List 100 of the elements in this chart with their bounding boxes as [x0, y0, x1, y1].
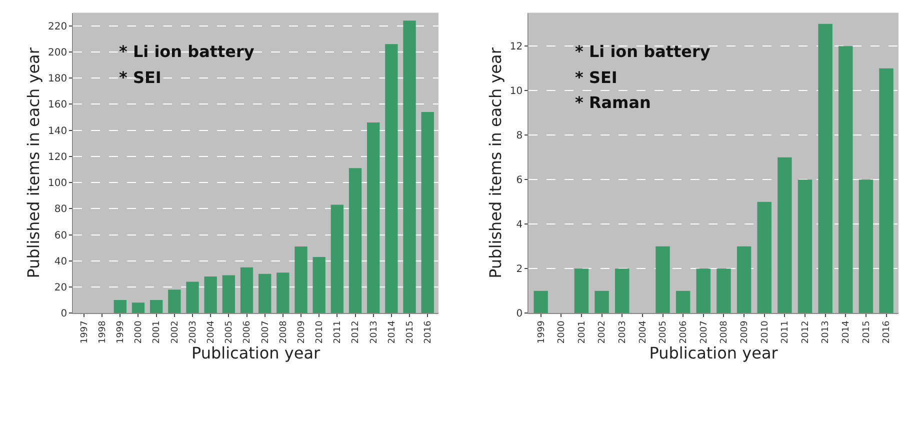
x-tick-label: 2016 — [882, 320, 892, 344]
y-tick-label: 40 — [54, 256, 68, 268]
x-axis-title: Publication year — [192, 344, 321, 363]
bar — [204, 276, 217, 314]
x-tick-label: 2001 — [152, 320, 162, 344]
bar — [798, 180, 812, 314]
bar — [348, 168, 362, 314]
bar — [294, 246, 308, 314]
bar — [367, 122, 380, 314]
bar — [757, 202, 772, 314]
x-tick-label: 2005 — [658, 320, 669, 344]
x-tick-label: 2003 — [188, 320, 198, 344]
y-tick-label: 20 — [54, 282, 68, 294]
y-tick-label: 100 — [48, 178, 68, 190]
bar — [150, 300, 163, 314]
bar — [240, 267, 254, 314]
bar — [132, 302, 145, 314]
bar — [858, 180, 874, 314]
bar — [594, 290, 609, 314]
bar — [615, 268, 630, 314]
y-tick-label: 140 — [48, 126, 68, 137]
x-tick-label: 2000 — [134, 320, 144, 344]
bar — [421, 112, 434, 314]
bar — [222, 275, 235, 314]
y-tick-label: 120 — [48, 152, 68, 163]
bar — [534, 290, 548, 314]
y-tick-label: 60 — [54, 230, 68, 242]
x-tick-label: 2015 — [862, 320, 872, 344]
x-tick-label: 2006 — [242, 320, 253, 344]
bar — [114, 300, 126, 314]
y-axis-title: Published items in each year — [24, 47, 43, 278]
x-tick-label: 2007 — [260, 320, 271, 344]
y-tick-label: 2 — [516, 264, 523, 276]
annotation: * SEI — [119, 68, 162, 87]
x-tick-label: 2004 — [206, 320, 217, 344]
x-axis-title: Publication year — [649, 344, 778, 363]
x-tick-label: 2014 — [842, 320, 852, 344]
x-tick-label: 2012 — [800, 320, 811, 344]
y-tick-label: 10 — [510, 86, 523, 98]
bar — [574, 268, 589, 314]
x-tick-label: 2002 — [598, 320, 608, 344]
x-tick-label: 2003 — [618, 320, 628, 344]
annotation: * Li ion battery — [575, 42, 711, 61]
y-tick-label: 220 — [48, 21, 68, 32]
bar — [186, 282, 199, 314]
x-tick-label: 2002 — [170, 320, 180, 344]
bar — [656, 246, 670, 314]
y-tick-label: 8 — [516, 130, 523, 142]
bar — [258, 274, 272, 314]
x-tick-label: 2014 — [387, 320, 398, 344]
bar — [838, 46, 853, 314]
bar — [312, 256, 326, 314]
bar — [736, 246, 752, 314]
x-tick-label: 2012 — [351, 320, 362, 344]
x-tick-label: 2008 — [720, 320, 730, 344]
y-tick-label: 0 — [516, 308, 523, 320]
x-tick-label: 2008 — [278, 320, 289, 344]
x-tick-label: 2013 — [369, 320, 380, 344]
x-tick-label: 2001 — [577, 320, 588, 344]
annotation: * Raman — [575, 93, 651, 112]
x-tick-label: 2015 — [405, 320, 416, 344]
y-tick-label: 160 — [48, 100, 68, 111]
x-tick-label: 2004 — [638, 320, 648, 344]
y-tick-label: 200 — [48, 47, 68, 58]
y-axis-title: Published items in each year — [486, 47, 505, 278]
y-tick-label: 12 — [510, 42, 523, 53]
y-tick-label: 80 — [54, 204, 68, 216]
x-tick-label: 2005 — [224, 320, 235, 344]
y-tick-label: 4 — [516, 220, 523, 231]
x-tick-label: 1998 — [98, 320, 108, 344]
annotation: * Li ion battery — [119, 42, 255, 61]
bar — [696, 268, 711, 314]
bar — [818, 24, 832, 314]
bar — [879, 68, 894, 314]
bar — [676, 290, 690, 314]
x-tick-label: 2010 — [315, 320, 326, 344]
bar — [403, 20, 416, 314]
x-tick-label: 2006 — [679, 320, 690, 344]
y-tick-label: 180 — [48, 74, 68, 85]
x-tick-label: 2016 — [424, 320, 434, 344]
x-tick-label: 2011 — [333, 320, 344, 344]
bar — [168, 290, 181, 314]
x-tick-label: 2011 — [780, 320, 791, 344]
y-tick-label: 6 — [516, 175, 523, 186]
x-tick-label: 2007 — [699, 320, 710, 344]
bar — [778, 157, 792, 314]
bar — [276, 272, 290, 314]
x-tick-label: 1997 — [80, 320, 90, 344]
x-tick-label: 2000 — [557, 320, 568, 344]
x-tick-label: 2009 — [740, 320, 750, 344]
x-tick-label: 1999 — [536, 320, 547, 344]
x-tick-label: 2009 — [296, 320, 307, 344]
x-tick-label: 1999 — [116, 320, 126, 344]
bar — [385, 44, 398, 314]
x-tick-label: 2010 — [760, 320, 770, 344]
bar — [716, 268, 731, 314]
x-tick-label: 2013 — [821, 320, 832, 344]
y-tick-label: 0 — [60, 308, 68, 320]
bar — [330, 204, 344, 314]
annotation: * SEI — [575, 68, 618, 87]
